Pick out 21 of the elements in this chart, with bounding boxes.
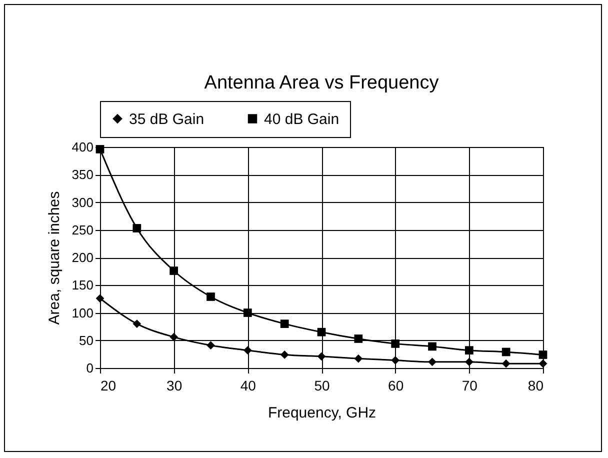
- y-tick-label: 0: [86, 360, 94, 376]
- y-tick-label: 150: [72, 278, 94, 293]
- y-tick-label: 50: [79, 332, 94, 348]
- y-tick-label: 250: [72, 222, 94, 238]
- x-tick-label: 60: [388, 378, 404, 394]
- x-tick-label: 40: [240, 378, 256, 394]
- x-axis-title: Frequency, GHz: [268, 404, 376, 422]
- legend-label: 40 dB Gain: [264, 110, 340, 128]
- x-tick-label: 20: [100, 378, 116, 394]
- chart-title: Antenna Area vs Frequency: [204, 72, 440, 94]
- x-tick-label: 50: [314, 378, 330, 394]
- y-tick-label: 200: [72, 250, 94, 265]
- x-tick-label: 80: [528, 378, 544, 394]
- y-axis-title: Area, square inches: [46, 191, 63, 325]
- x-tick-label: 70: [462, 378, 478, 394]
- y-tick-label: 350: [72, 167, 94, 182]
- legend-label: 35 dB Gain: [129, 110, 204, 128]
- y-tick-label: 100: [72, 305, 94, 320]
- x-tick-label: 30: [166, 378, 182, 394]
- y-tick-label: 400: [72, 140, 94, 154]
- y-tick-label: 300: [72, 194, 94, 210]
